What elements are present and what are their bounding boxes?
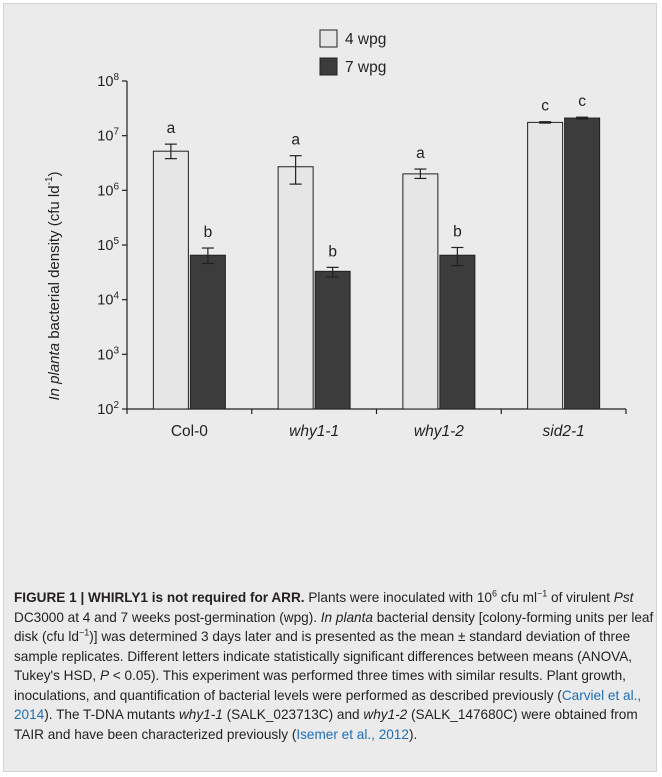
x-tick-label: Col-0	[171, 423, 208, 440]
y-tick-exp: 8	[113, 72, 119, 83]
y-tick-exp: 2	[113, 400, 119, 411]
y-tick-label: 108	[97, 72, 119, 90]
significance-letter: b	[453, 224, 462, 241]
bar	[189, 254, 226, 410]
y-tick-exp: 4	[113, 291, 119, 302]
y-tick-exp: 5	[113, 236, 119, 247]
y-tick-label: 104	[97, 291, 119, 309]
bar	[402, 173, 439, 410]
y-axis-label-exp: -1	[44, 176, 55, 185]
significance-letter: c	[541, 98, 549, 115]
figure-panel: 4 wpg 7 wpg 102 103 104 105 106 107 108 Col-0 wh…	[3, 3, 657, 772]
caption-sup: −1	[537, 588, 548, 599]
legend: 4 wpg 7 wpg	[319, 29, 386, 76]
x-axis: Col-0 why1-1 why1-2 sid2-1	[126, 408, 627, 440]
caption-text: ).	[408, 726, 418, 742]
caption-text: Plants were inoculated with 10	[304, 590, 492, 605]
caption-text: (SALK_147680C) were obtained from TAIR a…	[14, 707, 638, 742]
caption-text: (SALK_023713C) and	[222, 707, 364, 722]
caption-text: ). The T-DNA mutants	[44, 707, 179, 722]
bar	[152, 150, 189, 410]
caption-text: bacterial density [colony-forming units …	[14, 609, 654, 645]
bar	[277, 166, 314, 410]
significance-letter: a	[416, 145, 425, 162]
caption-text: cfu ml	[496, 590, 538, 605]
caption-text: DC3000 at 4 and 7 weeks post-germination…	[14, 609, 321, 625]
bar	[439, 254, 476, 410]
y-axis-label: In planta bacterial density (cfu ld-1)	[44, 171, 63, 400]
caption-sup: 6	[491, 588, 497, 599]
significance-letter: a	[167, 120, 176, 137]
caption-italic: why1-1	[178, 707, 223, 722]
y-tick-base: 10	[97, 129, 113, 145]
caption-text: )] was determined 3 days later and is pr…	[14, 629, 633, 683]
y-tick-label: 107	[97, 127, 119, 145]
y-tick-label: 106	[97, 181, 119, 199]
caption-text: of virulent	[547, 590, 614, 605]
x-tick-label: why1-1	[289, 423, 339, 440]
y-axis-label-text: bacterial density (cfu ld	[46, 185, 63, 343]
caption-italic: In planta	[320, 609, 373, 625]
y-tick-label: 102	[97, 400, 119, 418]
y-axis-label-close: )	[46, 171, 63, 176]
bars: a a a c b b b c	[152, 93, 601, 410]
significance-letter: c	[578, 93, 586, 110]
caption-italic: why1-2	[363, 707, 408, 722]
significance-letter: b	[204, 224, 213, 241]
y-tick-base: 10	[97, 347, 113, 363]
figure-caption: FIGURE 1 | WHIRLY1 is not required for A…	[14, 588, 654, 744]
caption-text: < 0.05). This experiment was performed t…	[14, 668, 626, 703]
bar	[564, 117, 601, 410]
legend-label: 4 wpg	[345, 31, 386, 48]
y-tick-base: 10	[97, 293, 113, 309]
y-tick-exp: 3	[113, 345, 119, 356]
significance-letter: a	[291, 132, 300, 149]
y-tick-base: 10	[97, 402, 113, 418]
caption-italic: P	[99, 668, 110, 683]
bar	[527, 121, 564, 410]
significance-letter: b	[328, 243, 337, 260]
citation-link[interactable]: Isemer et al., 2012	[296, 726, 409, 742]
y-tick-exp: 7	[113, 127, 119, 138]
x-tick-label: sid2-1	[543, 423, 585, 440]
y-axis-label-italic: In planta	[46, 343, 63, 401]
caption-italic: Pst	[613, 590, 634, 605]
legend-label: 7 wpg	[345, 59, 386, 76]
y-tick-label: 105	[97, 236, 119, 254]
bar	[314, 270, 351, 410]
x-tick-label: why1-2	[414, 423, 464, 440]
caption-sup: −1	[78, 627, 90, 638]
y-tick-base: 10	[97, 238, 113, 254]
y-tick-base: 10	[97, 183, 113, 199]
legend-swatch	[319, 57, 338, 76]
citation-link[interactable]: Carviel et al., 2014	[14, 687, 642, 723]
y-tick-label: 103	[97, 345, 119, 363]
y-tick-exp: 6	[113, 181, 119, 192]
caption-title: FIGURE 1 | WHIRLY1 is not required for A…	[14, 590, 305, 605]
y-tick-base: 10	[97, 74, 113, 90]
legend-swatch	[319, 29, 338, 48]
